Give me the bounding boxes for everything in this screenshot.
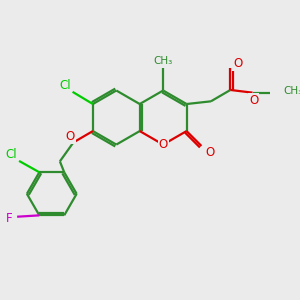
- Text: O: O: [233, 57, 243, 70]
- Text: O: O: [65, 130, 75, 143]
- Text: O: O: [249, 94, 259, 107]
- Text: Cl: Cl: [59, 80, 71, 92]
- Text: Cl: Cl: [6, 148, 17, 161]
- Text: CH₃: CH₃: [154, 56, 173, 66]
- Text: F: F: [6, 212, 12, 225]
- Text: CH₃: CH₃: [284, 86, 300, 96]
- Text: O: O: [205, 146, 214, 159]
- Text: O: O: [158, 138, 168, 151]
